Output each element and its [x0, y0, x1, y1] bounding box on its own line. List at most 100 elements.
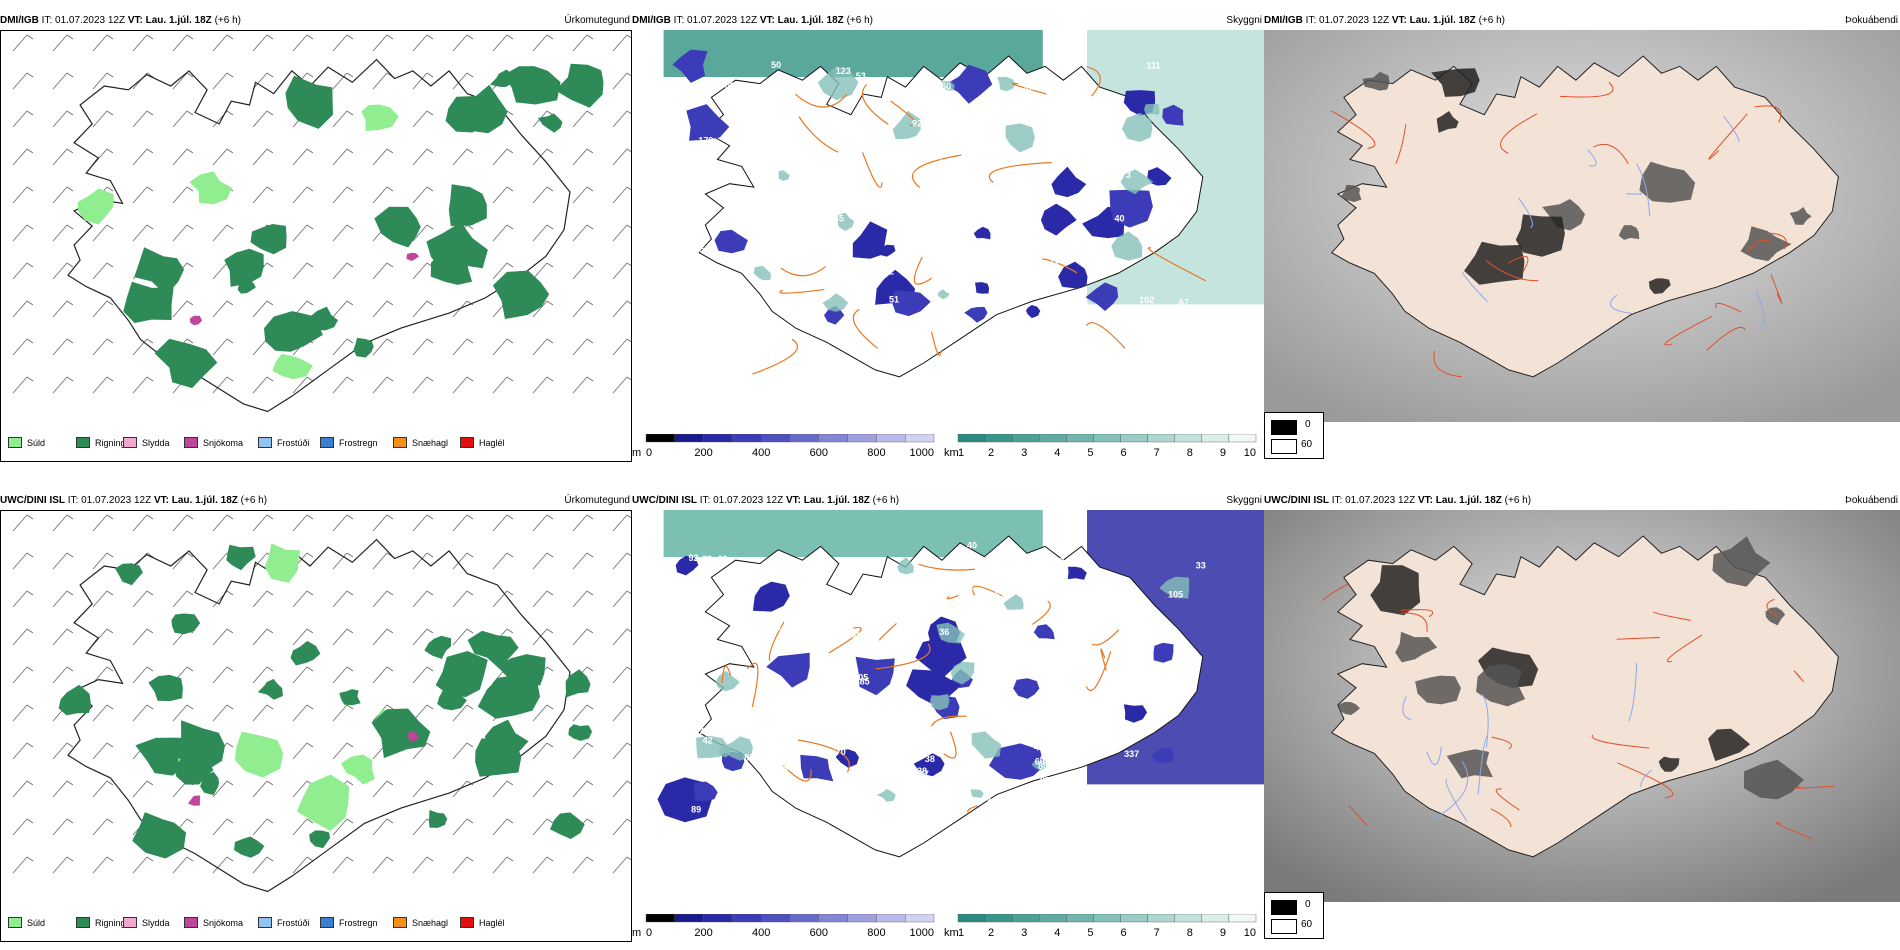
panel-title: Skyggni	[1226, 495, 1262, 506]
wind-barb	[92, 262, 114, 280]
low-cloud-area	[1033, 624, 1055, 640]
road	[721, 665, 732, 684]
wind-barb	[172, 72, 194, 90]
cloud-base-label: 179	[698, 136, 713, 146]
model-source: UWC/DINI ISL	[632, 495, 697, 506]
reduced-visibility-area	[936, 622, 965, 644]
river	[1426, 746, 1443, 766]
wind-barb	[252, 780, 274, 798]
cloud-base-label: 40	[921, 226, 931, 236]
low-cloud-area	[675, 555, 699, 576]
legend-label: Snæhagl	[412, 437, 449, 448]
wind-barb	[332, 34, 354, 52]
low-cloud-area	[1013, 678, 1040, 699]
wind-barb	[12, 590, 34, 608]
wind-barb	[292, 34, 314, 52]
wind-barb	[212, 34, 234, 52]
cloud-base-label: 150	[851, 817, 866, 827]
cloud-base-label: 42	[1040, 752, 1050, 762]
low-cloud-area	[1162, 104, 1184, 126]
reduced-visibility-area	[897, 557, 914, 575]
wind-barb	[252, 856, 274, 874]
wind-barb	[172, 110, 194, 128]
wind-barb	[52, 72, 74, 90]
colorbar-tick: 6	[1120, 927, 1126, 939]
cloud-base-label: 337	[1124, 749, 1139, 759]
cloud-base-label: 73	[1121, 170, 1131, 180]
cloud-base-label: 35	[1050, 809, 1060, 819]
wind-barb	[52, 376, 74, 394]
road	[1593, 143, 1629, 165]
wind-barb	[452, 856, 474, 874]
wind-barb	[12, 742, 34, 760]
colorbar-swatch	[674, 434, 704, 443]
wind-barb	[92, 552, 114, 570]
road	[1775, 822, 1813, 840]
wind-barb	[532, 628, 554, 646]
reduced-visibility-area	[822, 293, 849, 312]
river	[1723, 115, 1740, 142]
cloud-base-label: 50	[958, 769, 968, 779]
fog-legend: 0 60	[1264, 892, 1324, 939]
wind-barb	[12, 34, 34, 52]
wind-barb	[52, 552, 74, 570]
wind-barb	[132, 856, 154, 874]
precip-area	[426, 222, 488, 270]
legend-swatch	[460, 437, 474, 448]
road	[1395, 124, 1407, 165]
it-value: 01.07.2023 12Z	[1345, 495, 1416, 506]
road	[1011, 82, 1047, 95]
river	[1481, 693, 1489, 748]
colorbar-unit: m	[632, 927, 641, 939]
colorbar-swatch	[1093, 434, 1121, 443]
colorbar-tick: 10	[1244, 447, 1256, 459]
wind-barb	[212, 666, 234, 684]
fog-area	[1415, 675, 1461, 705]
vt-label: VT:	[1391, 15, 1407, 26]
offset: (+6 h)	[1478, 15, 1505, 26]
reduced-visibility-area	[715, 670, 740, 692]
cloud-base-label: 48	[1068, 646, 1078, 656]
cloud-base-label: 89	[702, 554, 712, 564]
colorbar-tick: 9	[1220, 927, 1226, 939]
fog-legend-low: 0	[1305, 899, 1311, 910]
low-cloud-area	[945, 64, 993, 104]
fog-area	[1740, 226, 1792, 262]
wind-barb	[132, 780, 154, 798]
wind-barb	[12, 376, 34, 394]
road	[1715, 302, 1742, 313]
wind-barb	[52, 666, 74, 684]
cloud-base-label: 54	[967, 594, 977, 604]
wind-barb	[292, 514, 314, 532]
cloud-base-label: 83	[849, 597, 859, 607]
wind-barb	[12, 704, 34, 722]
wind-barb	[372, 590, 394, 608]
low-cloud-area	[800, 754, 834, 782]
cloud-base-label: 51	[700, 244, 710, 254]
panel-title: Úrkomutegund	[564, 15, 630, 26]
panel-r2-precip-type: UWC/DINI ISL IT: 01.07.2023 12Z VT: Lau.…	[0, 492, 632, 942]
wind-barb	[452, 376, 474, 394]
low-cloud-area	[891, 290, 931, 317]
wind-barb	[372, 514, 394, 532]
wind-barb	[412, 376, 434, 394]
wind-barb	[572, 262, 594, 280]
precip-area	[171, 613, 201, 635]
colorbar-swatch	[732, 434, 762, 443]
panel-title: Þokuábendi	[1845, 495, 1898, 506]
colorbar-swatch	[1011, 434, 1040, 443]
wind-barb	[12, 110, 34, 128]
cloud-base-label: 98	[1075, 711, 1085, 721]
precip-type-map	[0, 510, 632, 942]
wind-barb	[612, 780, 631, 798]
colorbar-tick: 1	[958, 447, 964, 459]
river	[1635, 163, 1651, 217]
wind-barb	[332, 338, 354, 356]
precip-area	[285, 75, 333, 129]
cloud-base-label: 38	[1073, 116, 1083, 126]
wind-barb	[532, 300, 554, 318]
wind-barb	[452, 780, 474, 798]
offshore-field	[663, 30, 1043, 78]
road	[918, 563, 975, 571]
wind-barb	[332, 704, 354, 722]
